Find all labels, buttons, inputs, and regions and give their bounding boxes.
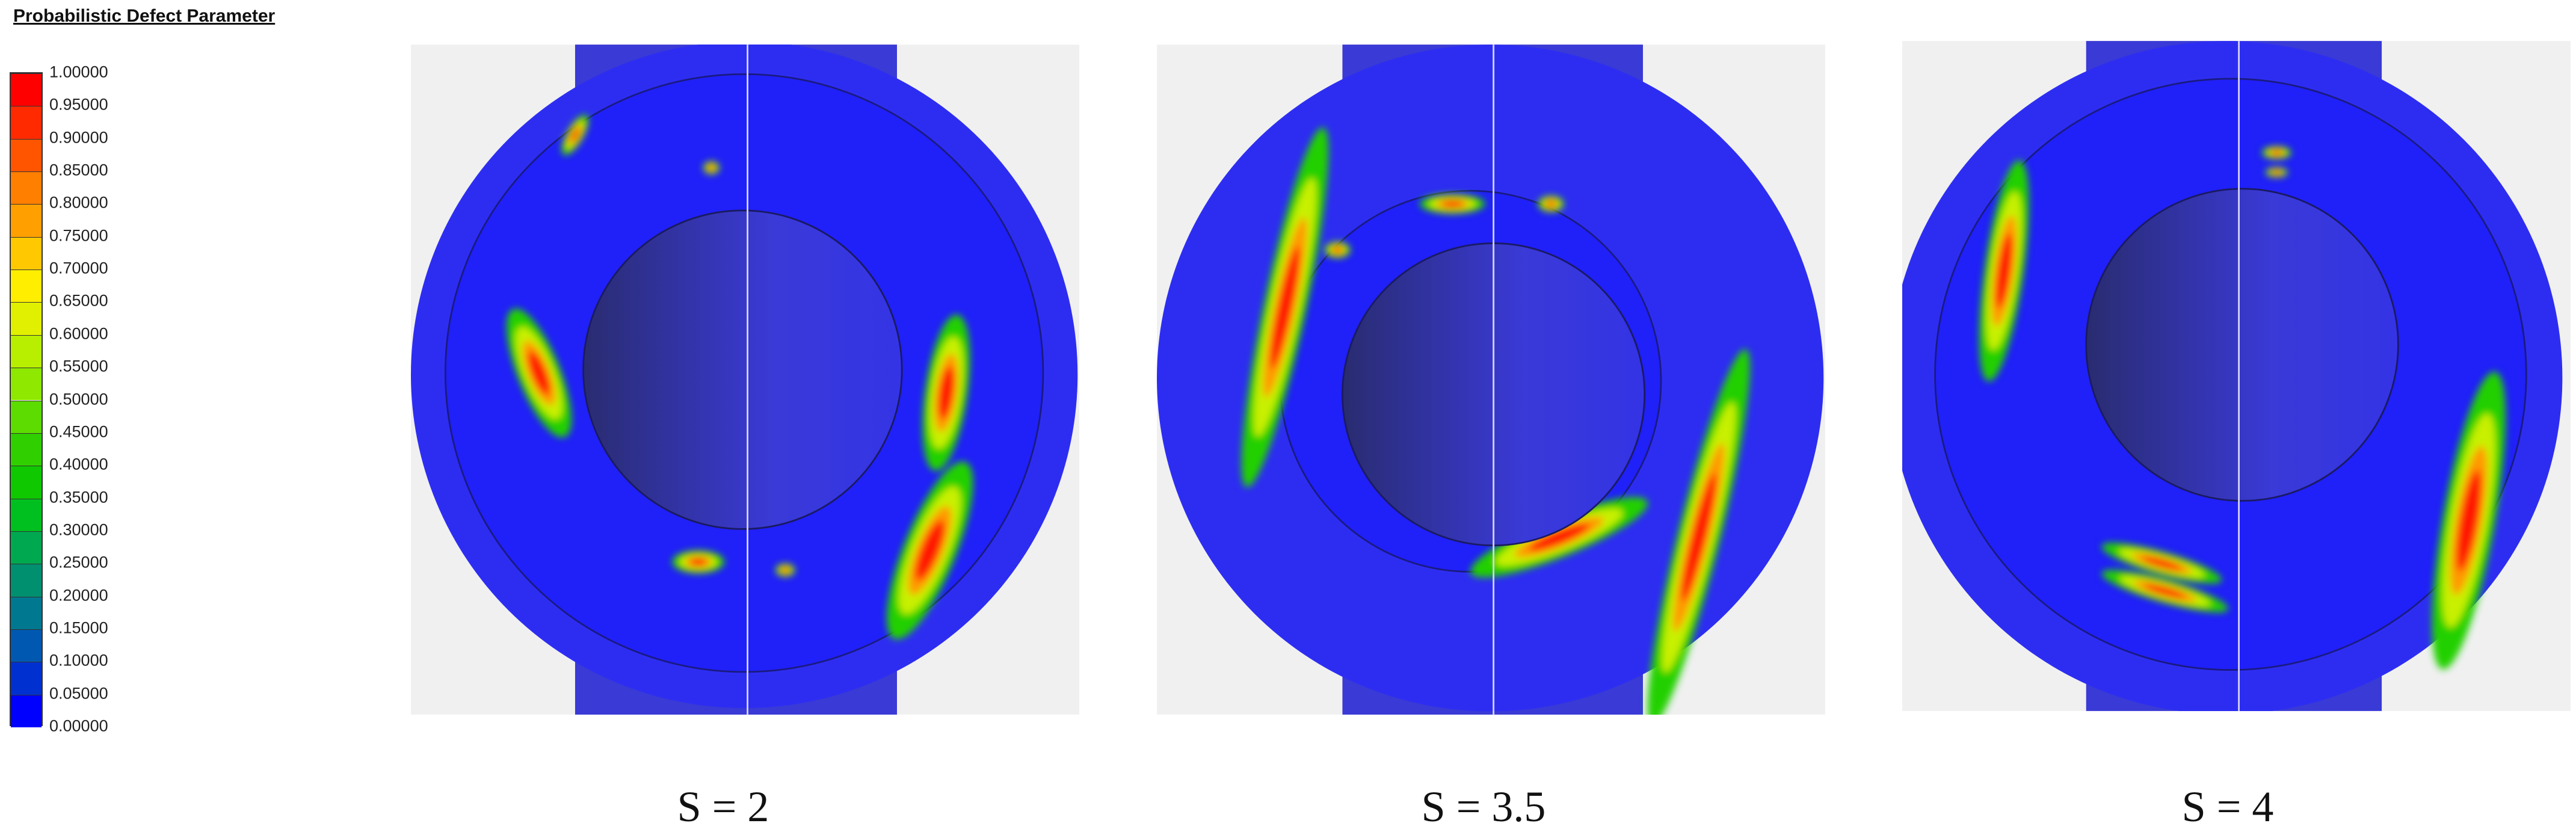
color-band bbox=[11, 204, 42, 237]
defect-region bbox=[781, 567, 789, 573]
color-band bbox=[11, 531, 42, 564]
contour-image bbox=[1902, 41, 2571, 711]
legend-label: 0.55000 bbox=[49, 357, 108, 375]
colorbar bbox=[10, 72, 43, 727]
color-band bbox=[11, 368, 42, 401]
defect-region bbox=[708, 165, 715, 170]
color-band bbox=[11, 106, 42, 139]
bore bbox=[582, 209, 903, 530]
legend-title: Probabilistic Defect Parameter bbox=[13, 6, 276, 26]
defect-region bbox=[1995, 233, 2013, 309]
legend-label: 0.90000 bbox=[49, 128, 108, 147]
legend-label: 0.50000 bbox=[49, 390, 108, 408]
legend-label: 0.30000 bbox=[49, 520, 108, 539]
legend-label: 0.35000 bbox=[49, 488, 108, 507]
legend-label: 0.05000 bbox=[49, 684, 108, 703]
defect-layer bbox=[506, 114, 973, 639]
defect-region bbox=[2272, 150, 2282, 155]
defect-region bbox=[2272, 170, 2281, 174]
contour-image bbox=[1157, 45, 1825, 715]
color-band bbox=[11, 171, 42, 205]
color-band bbox=[11, 564, 42, 597]
bore bbox=[2085, 188, 2399, 502]
caption: S = 2 bbox=[677, 783, 769, 831]
color-band bbox=[11, 629, 42, 662]
legend-label: 0.60000 bbox=[49, 324, 108, 343]
color-band bbox=[11, 400, 42, 433]
defect-region bbox=[1546, 201, 1556, 207]
defect-region bbox=[1333, 247, 1342, 253]
legend-label: 0.00000 bbox=[49, 716, 108, 735]
color-band bbox=[11, 466, 42, 499]
legend-label: 0.10000 bbox=[49, 651, 108, 670]
legend-label: 0.70000 bbox=[49, 259, 108, 277]
color-band bbox=[11, 662, 42, 695]
color-band bbox=[11, 498, 42, 531]
legend-label: 0.85000 bbox=[49, 161, 108, 179]
legend-label: 0.65000 bbox=[49, 291, 108, 310]
color-band bbox=[11, 270, 42, 303]
legend-label: 0.75000 bbox=[49, 226, 108, 245]
defect-region bbox=[2143, 584, 2187, 599]
caption: S = 4 bbox=[2181, 783, 2274, 831]
defect-region bbox=[1681, 473, 1716, 602]
defect-region bbox=[689, 558, 707, 566]
legend-label: 0.20000 bbox=[49, 586, 108, 605]
color-band bbox=[11, 694, 42, 727]
contour-image bbox=[411, 45, 1079, 715]
color-band bbox=[11, 236, 42, 270]
defect-region bbox=[1441, 200, 1464, 208]
color-band bbox=[11, 596, 42, 629]
color-band bbox=[11, 138, 42, 172]
defect-region bbox=[570, 128, 580, 142]
legend-label: 1.00000 bbox=[49, 63, 108, 81]
color-band bbox=[11, 73, 42, 106]
defect-layer bbox=[1979, 146, 2506, 670]
legend-label: 0.95000 bbox=[49, 95, 108, 114]
defect-region bbox=[938, 366, 955, 419]
caption: S = 3.5 bbox=[1421, 783, 1546, 831]
legend-label: 0.40000 bbox=[49, 455, 108, 473]
legend-label: 0.15000 bbox=[49, 618, 108, 637]
legend-label: 0.45000 bbox=[49, 422, 108, 441]
color-band bbox=[11, 433, 42, 466]
legend-label: 0.80000 bbox=[49, 193, 108, 212]
color-band bbox=[11, 302, 42, 335]
color-band bbox=[11, 334, 42, 368]
defect-region bbox=[2141, 556, 2183, 570]
defect-region bbox=[915, 520, 945, 581]
defect-layer bbox=[1241, 127, 1751, 715]
defect-region bbox=[1529, 523, 1589, 551]
defect-region bbox=[2456, 470, 2482, 572]
defect-region bbox=[1270, 246, 1300, 369]
defect-region bbox=[528, 351, 550, 395]
legend-label: 0.25000 bbox=[49, 553, 108, 572]
